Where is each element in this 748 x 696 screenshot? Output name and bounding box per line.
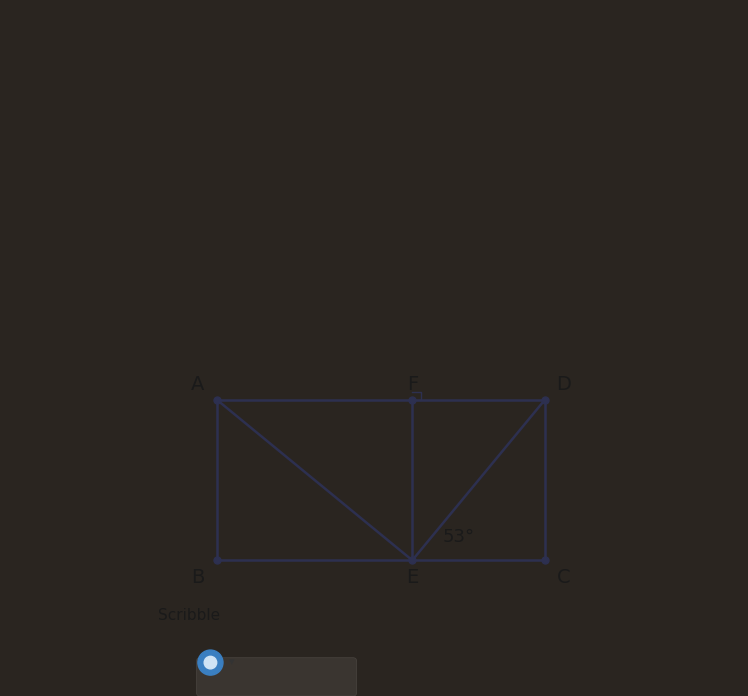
Text: C: C	[557, 568, 571, 587]
Text: E: E	[406, 568, 418, 587]
Text: B: B	[191, 568, 205, 587]
Text: A: A	[191, 375, 205, 395]
Text: ▾: ▾	[229, 658, 235, 667]
FancyBboxPatch shape	[120, 264, 628, 696]
Circle shape	[198, 650, 223, 675]
Text: Scribble: Scribble	[159, 608, 221, 624]
Text: 53°: 53°	[442, 528, 474, 546]
Text: D: D	[557, 375, 571, 395]
Text: F: F	[407, 375, 418, 395]
FancyBboxPatch shape	[197, 658, 357, 696]
Circle shape	[204, 656, 217, 669]
